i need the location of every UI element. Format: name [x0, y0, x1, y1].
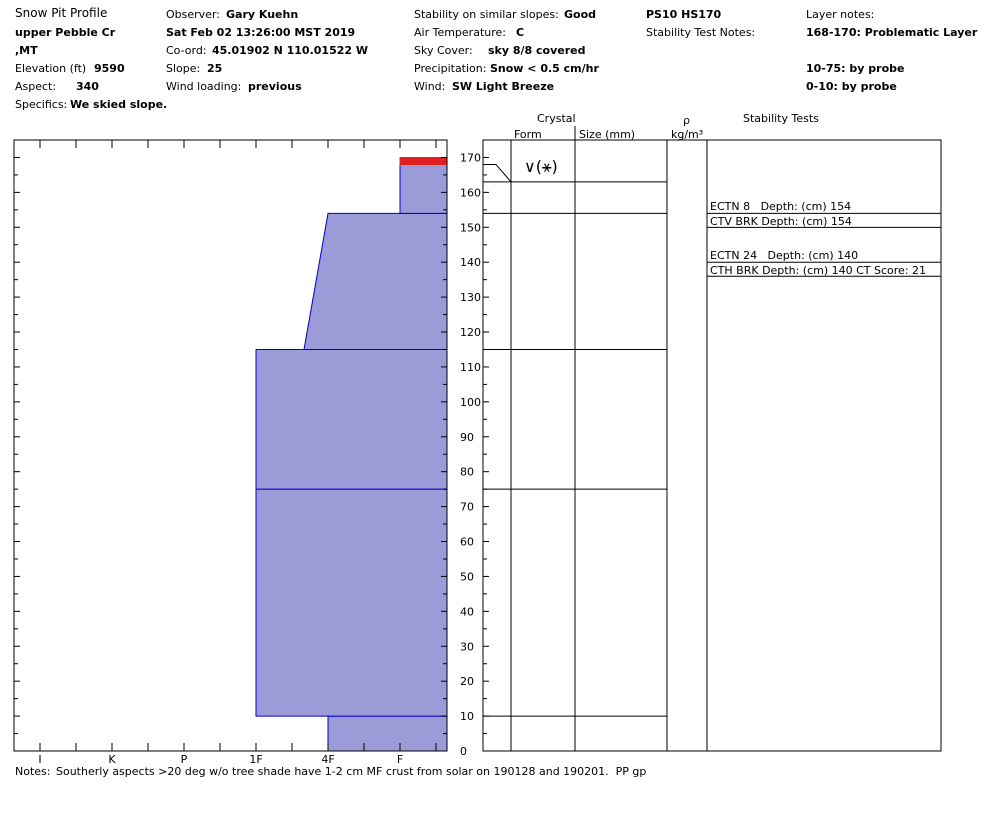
- depth-axis: 0 10 20 30 40 50 60 70 80 90 100 110 120 130 140 150 160…: [14, 151, 489, 758]
- sky-value: sky 8/8 covered: [488, 44, 586, 57]
- chart-frames: [13, 126, 942, 752]
- stability-label: Stability on similar slopes:: [414, 8, 559, 21]
- slope-label: Slope:: [166, 62, 201, 75]
- stability-test-1: ECTN 8 Depth: (cm) 154: [710, 200, 852, 213]
- layer-notes-label: Layer notes:: [806, 8, 875, 21]
- density-unit: kg/m³: [671, 128, 704, 141]
- air-temp-value: C: [516, 26, 525, 39]
- hardness-label: P: [181, 753, 188, 766]
- depth-label: 50: [460, 570, 474, 583]
- stability-test-2: CTV BRK Depth: (cm) 154: [710, 215, 852, 228]
- depth-label: 90: [460, 431, 474, 444]
- depth-label: 140: [460, 256, 481, 269]
- depth-label: 130: [460, 291, 481, 304]
- depth-label: 10: [460, 710, 474, 723]
- page-title: Snow Pit Profile: [15, 6, 108, 20]
- layer-boundaries: [483, 163, 941, 717]
- layer-note-3: 0-10: by probe: [806, 80, 897, 93]
- hardness-label: K: [108, 753, 116, 766]
- density-header: ρ: [683, 114, 690, 127]
- observer-value: Gary Kuehn: [226, 8, 299, 21]
- hardness-layer: [303, 212, 448, 350]
- depth-label: 0: [460, 745, 467, 758]
- precip-value: Snow < 0.5 cm/hr: [490, 62, 599, 75]
- hardness-layers: [255, 156, 448, 752]
- depth-label: 100: [460, 396, 481, 409]
- notes-value: Southerly aspects >20 deg w/o tree shade…: [56, 765, 647, 778]
- depth-label: 70: [460, 501, 474, 514]
- hardness-axis: I K P 1F 4F F: [38, 140, 437, 766]
- notes-label: Notes:: [15, 765, 51, 778]
- size-header: Size (mm): [579, 128, 636, 141]
- specifics-label: Specifics:: [15, 98, 68, 111]
- hardness-layer: [255, 488, 448, 717]
- observer-label: Observer:: [166, 8, 220, 21]
- depth-label: 170: [460, 151, 481, 164]
- depth-label: 150: [460, 221, 481, 234]
- depth-label: 160: [460, 186, 481, 199]
- hardness-label: 4F: [321, 753, 334, 766]
- hardness-layer: [255, 348, 448, 490]
- stability-value: Good: [564, 8, 597, 21]
- table-frame: [482, 139, 942, 752]
- aspect-value: 340: [76, 80, 99, 93]
- form-header: Form: [514, 128, 542, 141]
- wind-loading-label: Wind loading:: [166, 80, 242, 93]
- stability-test-3: ECTN 24 Depth: (cm) 140: [710, 249, 859, 262]
- coord-label: Co-ord:: [166, 44, 207, 57]
- stab-notes-label: Stability Test Notes:: [646, 26, 756, 39]
- sky-label: Sky Cover:: [414, 44, 473, 57]
- air-temp-label: Air Temperature:: [414, 26, 506, 39]
- location-line2: ,MT: [15, 44, 38, 57]
- wind-label: Wind:: [414, 80, 446, 93]
- location-line1: upper Pebble Cr: [15, 26, 116, 39]
- wind-loading-value: previous: [248, 80, 302, 93]
- hardness-layer: [399, 163, 448, 214]
- stability-tests-header: Stability Tests: [743, 112, 819, 125]
- depth-label: 60: [460, 536, 474, 549]
- hardness-label: F: [397, 753, 403, 766]
- layer-note-1: 168-170: Problematic Layer: [806, 26, 978, 39]
- hardness-layer: [327, 715, 448, 752]
- ps-hs: PS10 HS170: [646, 8, 722, 21]
- depth-label: 30: [460, 640, 474, 653]
- depth-label: 20: [460, 675, 474, 688]
- aspect-label: Aspect:: [15, 80, 57, 93]
- depth-label: 40: [460, 605, 474, 618]
- elevation-label: Elevation (ft): [15, 62, 87, 75]
- hardness-frame: [13, 139, 448, 752]
- datetime: Sat Feb 02 13:26:00 MST 2019: [166, 26, 356, 39]
- hardness-label: 1F: [249, 753, 262, 766]
- hardness-label: I: [38, 753, 41, 766]
- depth-label: 120: [460, 326, 481, 339]
- elevation-value: 9590: [94, 62, 125, 75]
- depth-label: 80: [460, 466, 474, 479]
- surface-indicator: [483, 163, 512, 183]
- slope-value: 25: [207, 62, 223, 75]
- crystal-form-symbol: ∨(⚹): [524, 157, 558, 176]
- crystal-header: Crystal: [537, 112, 576, 125]
- depth-label: 110: [460, 361, 481, 374]
- precip-label: Precipitation:: [414, 62, 487, 75]
- specifics-value: We skied slope.: [70, 98, 168, 111]
- stability-test-4: CTH BRK Depth: (cm) 140 CT Score: 21: [710, 264, 927, 277]
- wind-value: SW Light Breeze: [452, 80, 555, 93]
- hardness-layer: [399, 156, 448, 165]
- layer-note-2: 10-75: by probe: [806, 62, 905, 75]
- coord-value: 45.01902 N 110.01522 W: [212, 44, 368, 57]
